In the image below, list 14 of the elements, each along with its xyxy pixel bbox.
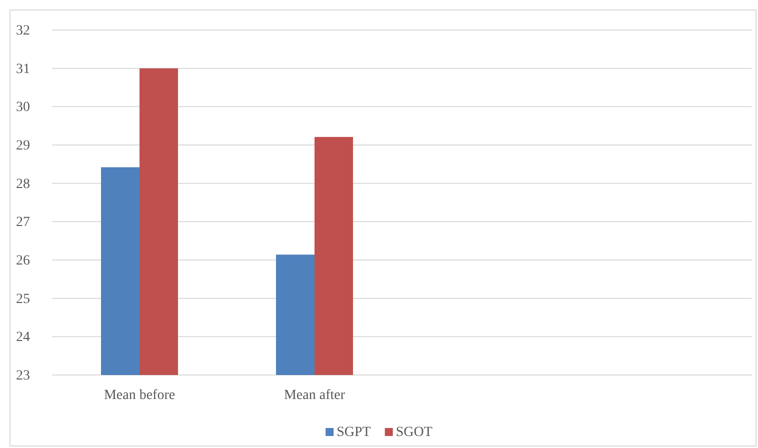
y-tick-label: 26 [16,253,30,268]
y-tick-label: 25 [16,292,30,307]
legend-label: SGOT [396,425,433,440]
y-tick-label: 24 [16,330,30,346]
y-tick-label: 28 [16,176,30,192]
x-tick-label: Mean before [104,388,176,403]
y-tick-label: 23 [16,368,30,384]
y-tick-label: 29 [16,138,30,154]
legend-label: SGPT [336,425,372,440]
y-tick-label: 30 [16,100,30,116]
y-tick-label: 32 [16,23,30,38]
y-tick-label: 31 [16,62,30,77]
y-tick-label: 27 [16,215,30,230]
x-tick-label: Mean after [284,388,346,403]
